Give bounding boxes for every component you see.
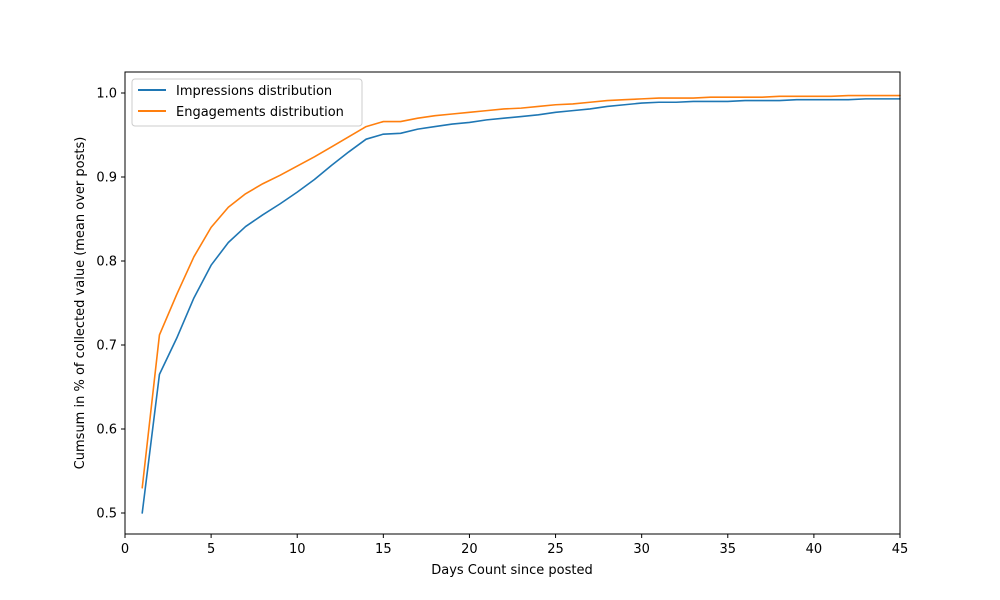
x-tick-label: 40: [806, 542, 823, 557]
series-line-engagements: [141, 94, 901, 489]
y-tick-label: 0.9: [96, 171, 117, 186]
plot-frame: [124, 71, 901, 535]
legend: Impressions distribution Engagements dis…: [131, 78, 363, 127]
y-axis-label: Cumsum in % of collected value (mean ove…: [73, 137, 88, 470]
series-line-impressions: [141, 98, 901, 514]
x-tick-label: 15: [375, 542, 392, 557]
x-axis-ticks: 0 5 10 15 20 25 30 35 40 45: [121, 534, 908, 557]
x-tick-label: 45: [892, 542, 909, 557]
x-tick-label: 25: [547, 542, 564, 557]
y-tick-label: 1.0: [96, 87, 117, 102]
series-layer: [141, 94, 901, 514]
x-tick-label: 0: [121, 542, 129, 557]
y-tick-label: 0.5: [96, 507, 117, 522]
legend-label-engagements: Engagements distribution: [176, 105, 344, 120]
x-tick-label: 30: [633, 542, 650, 557]
plot-area: [125, 72, 900, 534]
legend-label-impressions: Impressions distribution: [176, 84, 332, 99]
x-axis-label: Days Count since posted: [431, 563, 593, 578]
legend-box: [131, 78, 363, 127]
y-tick-label: 0.6: [96, 423, 117, 438]
x-tick-label: 35: [720, 542, 737, 557]
x-tick-label: 20: [461, 542, 478, 557]
x-tick-label: 10: [289, 542, 306, 557]
y-tick-label: 0.7: [96, 339, 117, 354]
x-tick-label: 5: [207, 542, 215, 557]
y-axis-ticks: 0.5 0.6 0.7 0.8 0.9 1.0: [96, 87, 125, 522]
y-tick-label: 0.8: [96, 255, 117, 270]
